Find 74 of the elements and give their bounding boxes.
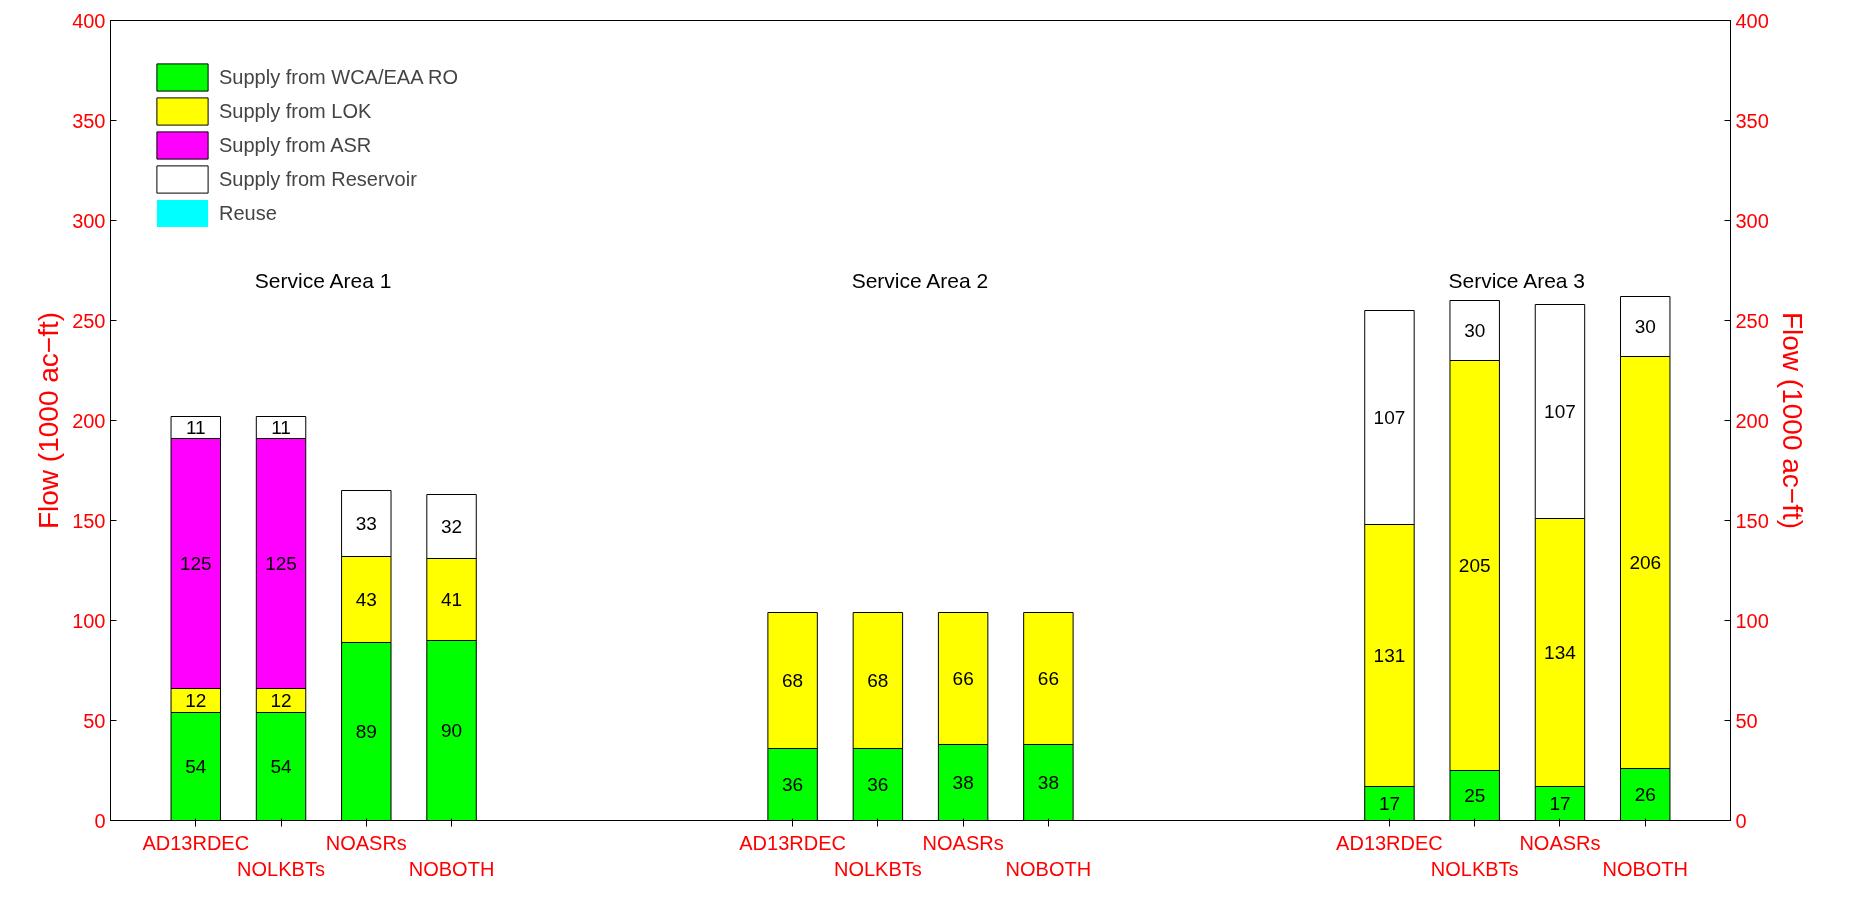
annotation: Service Area 2 [851, 269, 989, 292]
data-label: 206 [1629, 552, 1662, 573]
data-label: 12 [185, 690, 207, 711]
y-tick-label: 200 [72, 409, 106, 432]
y2-tick-label: 400 [1735, 9, 1769, 32]
y2-tick-label: 200 [1735, 409, 1769, 432]
data-label: 26 [1634, 784, 1656, 805]
data-label: 107 [1373, 407, 1406, 428]
data-label: 38 [1037, 772, 1059, 793]
x-tick-label: AD13RDEC [1336, 831, 1443, 854]
y2-axis-title: Flow (1000 ac−ft) [1776, 311, 1808, 530]
y-tick-label: 350 [72, 109, 106, 132]
y2-tick-label: 150 [1735, 509, 1769, 532]
data-label: 125 [265, 553, 297, 574]
data-label: 125 [179, 553, 212, 574]
legend-label: Supply from LOK [219, 99, 372, 123]
x-tick-label: AD13RDEC [739, 831, 846, 854]
data-label: 17 [1549, 793, 1571, 814]
y-tick-label: 0 [94, 809, 106, 832]
legend-label: Supply from Reservoir [219, 167, 417, 191]
data-label: 68 [867, 670, 889, 691]
data-label: 54 [185, 756, 207, 777]
legend-label: Reuse [219, 201, 277, 225]
data-label: 36 [867, 774, 889, 795]
data-label: 68 [782, 670, 804, 691]
x-tick-label: NOLKBTs [833, 857, 922, 880]
y-tick-label: 400 [72, 9, 106, 32]
data-label: 54 [270, 756, 293, 777]
data-label: 25 [1464, 785, 1486, 806]
data-label: 38 [952, 772, 974, 793]
data-label: 205 [1458, 555, 1491, 576]
y2-tick-label: 100 [1735, 609, 1769, 632]
data-label: 12 [270, 690, 292, 711]
x-tick-label: NOASRs [1519, 831, 1601, 854]
y-tick-label: 150 [72, 509, 106, 532]
annotation: Service Area 1 [254, 269, 392, 292]
y2-tick-label: 0 [1735, 809, 1747, 832]
y2-tick-label: 250 [1735, 309, 1769, 332]
data-label: 90 [440, 720, 463, 741]
data-label: 41 [440, 589, 463, 610]
data-label: 134 [1544, 642, 1577, 663]
x-tick-label: NOLKBTs [237, 857, 325, 880]
x-tick-label: NOBOTH [1005, 857, 1092, 880]
data-label: 66 [1037, 668, 1059, 689]
y2-tick-label: 350 [1735, 109, 1769, 132]
data-label: 32 [440, 516, 463, 537]
y-tick-label: 100 [72, 609, 106, 632]
data-label: 43 [355, 589, 377, 610]
x-tick-label: AD13RDEC [142, 831, 250, 854]
data-label: 30 [1464, 320, 1486, 341]
x-tick-label: NOBOTH [1602, 857, 1689, 880]
data-label: 66 [952, 668, 974, 689]
data-label: 131 [1373, 645, 1406, 666]
y2-tick-label: 300 [1735, 209, 1769, 232]
y-tick-label: 250 [72, 309, 106, 332]
data-label: 17 [1378, 793, 1401, 814]
x-tick-label: NOASRs [325, 831, 407, 854]
y-axis-title: Flow (1000 ac−ft) [33, 311, 65, 530]
data-label: 33 [355, 513, 377, 534]
data-label: 11 [271, 417, 291, 438]
y-tick-label: 50 [83, 709, 106, 732]
data-label: 107 [1544, 401, 1576, 422]
x-tick-label: NOASRs [922, 831, 1004, 854]
legend-label: Supply from WCA/EAA RO [219, 65, 458, 89]
y2-tick-label: 50 [1735, 709, 1758, 732]
data-label: 11 [185, 417, 206, 438]
x-tick-label: NOBOTH [408, 857, 495, 880]
data-label: 30 [1634, 316, 1656, 337]
data-label: 89 [355, 721, 377, 742]
data-label: 36 [782, 774, 804, 795]
x-tick-label: NOLKBTs [1430, 857, 1519, 880]
legend-label: Supply from ASR [219, 133, 372, 157]
y-tick-label: 300 [72, 209, 106, 232]
annotation: Service Area 3 [1448, 269, 1586, 292]
